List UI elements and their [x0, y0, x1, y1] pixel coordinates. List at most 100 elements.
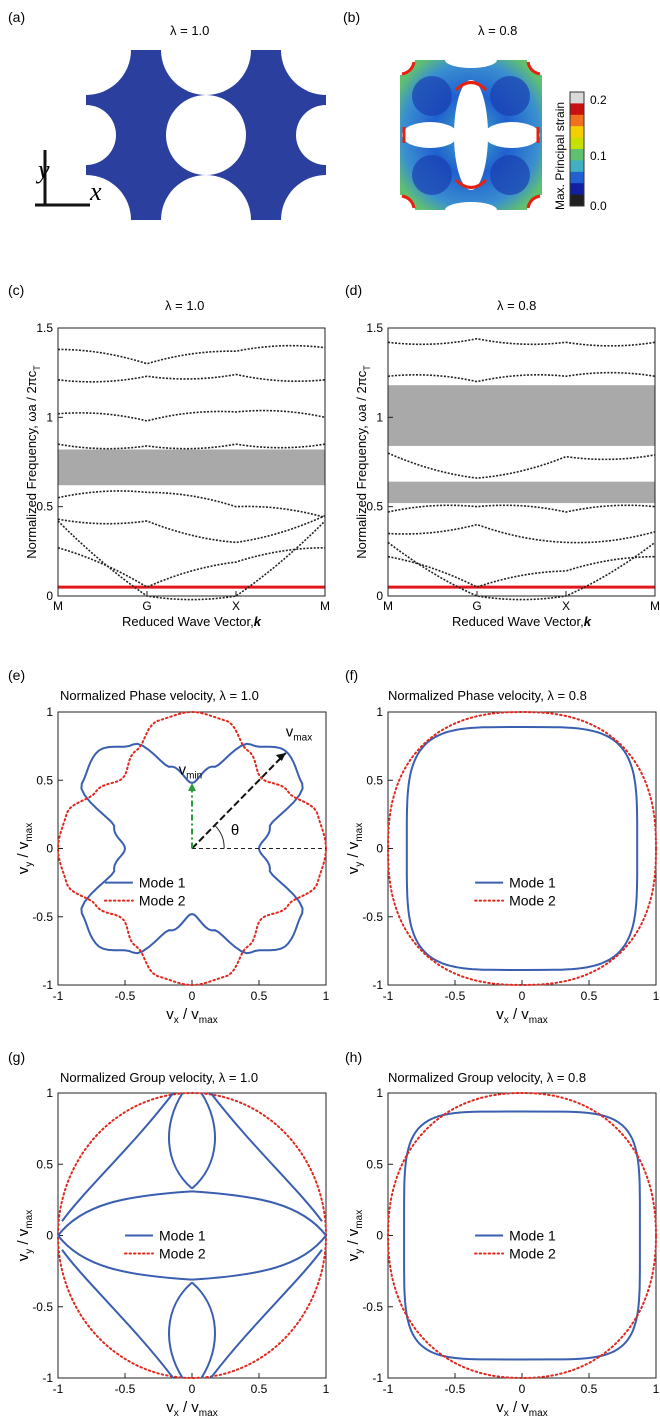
y-axis-label: Normalized Frequency, ωa / 2πcT	[24, 365, 42, 559]
legend-label-mode2: Mode 2	[159, 1246, 206, 1262]
band-curve	[387, 371, 656, 383]
band-gap	[58, 449, 325, 486]
series-mode1-curve	[191, 1190, 327, 1237]
series-mode1-curve	[61, 1249, 175, 1379]
colorbar-segment	[570, 92, 584, 104]
x-tick-label: -1	[53, 989, 64, 1003]
colorbar-segment	[570, 183, 584, 196]
x-tick-label: M	[320, 599, 330, 613]
x-tick-label: 0	[519, 1382, 526, 1396]
colorbar-tick-0.1: 0.1	[590, 149, 607, 163]
y-tick-label: 1	[376, 410, 383, 424]
y-tick-label: 0	[46, 842, 53, 856]
y-tick-label: 0.5	[366, 1157, 383, 1171]
x-axis-label: Reduced Wave Vector,k	[452, 614, 592, 629]
y-axis-label: vy / vmax	[15, 823, 35, 874]
vmax-label-sub: max	[293, 733, 312, 744]
series-mode1-curve	[191, 1281, 216, 1379]
phase-velocity-plot-f: -1-1 -0.5 -0.5 0 0 0.5 0.5 1 1 vx / vmax vy / vmax…	[345, 705, 660, 1026]
y-axis-label-sub: y	[24, 1249, 35, 1254]
y-axis-label-den: / v	[15, 841, 32, 862]
x-tick-label: X	[562, 599, 570, 613]
legend-label-mode1: Mode 1	[159, 1228, 206, 1244]
legend-label-mode2: Mode 2	[139, 893, 186, 909]
panel-h-title: Normalized Group velocity, λ = 0.8	[388, 1070, 586, 1085]
x-tick-label: M	[53, 599, 63, 613]
panel-h-label: (h)	[345, 1049, 362, 1065]
x-tick-label: -1	[53, 1382, 64, 1396]
x-axis-label-bold: k	[254, 614, 262, 629]
vmax-label: vmax	[286, 724, 312, 744]
y-axis-label-sub: T	[32, 365, 42, 371]
plot-frame	[387, 327, 656, 597]
series-mode2-curve	[386, 710, 658, 987]
colorbar-segment	[570, 160, 584, 173]
y-tick-label: 0	[46, 1229, 53, 1243]
x-tick-label: 0	[519, 989, 526, 1003]
vmin-label-sub: min	[186, 770, 202, 781]
series-mode1-curve	[403, 1110, 641, 1361]
y-tick-label: 1	[376, 1086, 383, 1100]
group-velocity-plot-g: -1-1 -0.5 -0.5 0 0 0.5 0.5 1 1 vx / vmax vy / vmax…	[15, 1086, 330, 1419]
y-axis-label-sub: y	[354, 1249, 365, 1254]
y-tick-label: 0	[376, 842, 383, 856]
y-tick-label: 1	[46, 410, 53, 424]
x-axis-label-sub: x	[174, 1408, 179, 1419]
y-axis-label-sub: y	[354, 862, 365, 867]
series-mode2-curve	[56, 710, 328, 987]
y-axis-label: Normalized Frequency, ωa / 2πcT	[354, 365, 372, 559]
x-tick-label: 0	[189, 1382, 196, 1396]
panel-a-structure	[86, 50, 326, 220]
panel-b-structure	[400, 60, 542, 210]
vmax-arrow	[191, 752, 287, 850]
legend-label-mode2: Mode 2	[509, 1246, 556, 1262]
x-axis-label-den-sub: max	[199, 1015, 218, 1026]
series-mode1-curve	[168, 1281, 193, 1379]
y-tick-label: -1	[372, 1371, 383, 1385]
legend-label-mode1: Mode 1	[509, 1228, 556, 1244]
colorbar-segment	[570, 114, 584, 127]
unit-cell-shape	[86, 50, 326, 220]
series-mode1-curve	[168, 1092, 193, 1190]
x-tick-label: 1	[323, 989, 330, 1003]
x-tick-label: 0.5	[251, 989, 268, 1003]
y-axis-label: vy / vmax	[15, 1210, 35, 1261]
y-tick-label: -0.5	[32, 1300, 53, 1314]
panel-d-title: λ = 0.8	[497, 298, 536, 313]
x-axis-label-den-sub: max	[529, 1015, 548, 1026]
band-curve	[57, 514, 326, 544]
x-tick-label: X	[232, 599, 240, 613]
y-axis-label: vy / vmax	[345, 823, 365, 874]
x-axis-label-sub: x	[504, 1408, 509, 1419]
x-tick-label: -1	[383, 1382, 394, 1396]
colorbar-segment	[570, 194, 584, 207]
y-tick-label: 1	[376, 705, 383, 719]
panel-f-title: Normalized Phase velocity, λ = 0.8	[388, 688, 587, 703]
theta-label: θ	[231, 822, 239, 839]
band-gap	[388, 385, 655, 446]
x-tick-label: 0.5	[581, 1382, 598, 1396]
axis-x-letter: x	[89, 177, 102, 206]
panel-a-label: (a)	[8, 9, 25, 25]
band-diagram-c: 0 0.5 1 1.5 M G X M Reduced Wave Vector,k Normali…	[24, 321, 330, 629]
y-tick-label: 0.5	[36, 500, 53, 514]
x-tick-label: 0	[189, 989, 196, 1003]
x-axis-label-den: / v	[509, 1006, 530, 1023]
y-tick-label: 0	[46, 589, 53, 603]
colorbar-tick-0.0: 0.0	[590, 199, 607, 213]
panel-c-title: λ = 1.0	[165, 298, 204, 313]
x-axis-label-den: / v	[179, 1006, 200, 1023]
x-tick-label: 1	[323, 1382, 330, 1396]
series-mode1-curve	[405, 725, 639, 972]
x-axis-label-bold: k	[584, 614, 592, 629]
x-axis-label-den-sub: max	[199, 1408, 218, 1419]
band-curve	[387, 541, 656, 601]
band-curve	[57, 546, 326, 588]
x-tick-label: 1	[653, 989, 660, 1003]
y-axis-label-den-sub: max	[354, 1210, 365, 1229]
y-axis-label-sub: y	[24, 862, 35, 867]
panel-c-label: (c)	[8, 282, 24, 298]
x-tick-label: -0.5	[115, 989, 136, 1003]
y-tick-label: 0.5	[36, 773, 53, 787]
y-axis-label-den: / v	[345, 1228, 362, 1249]
